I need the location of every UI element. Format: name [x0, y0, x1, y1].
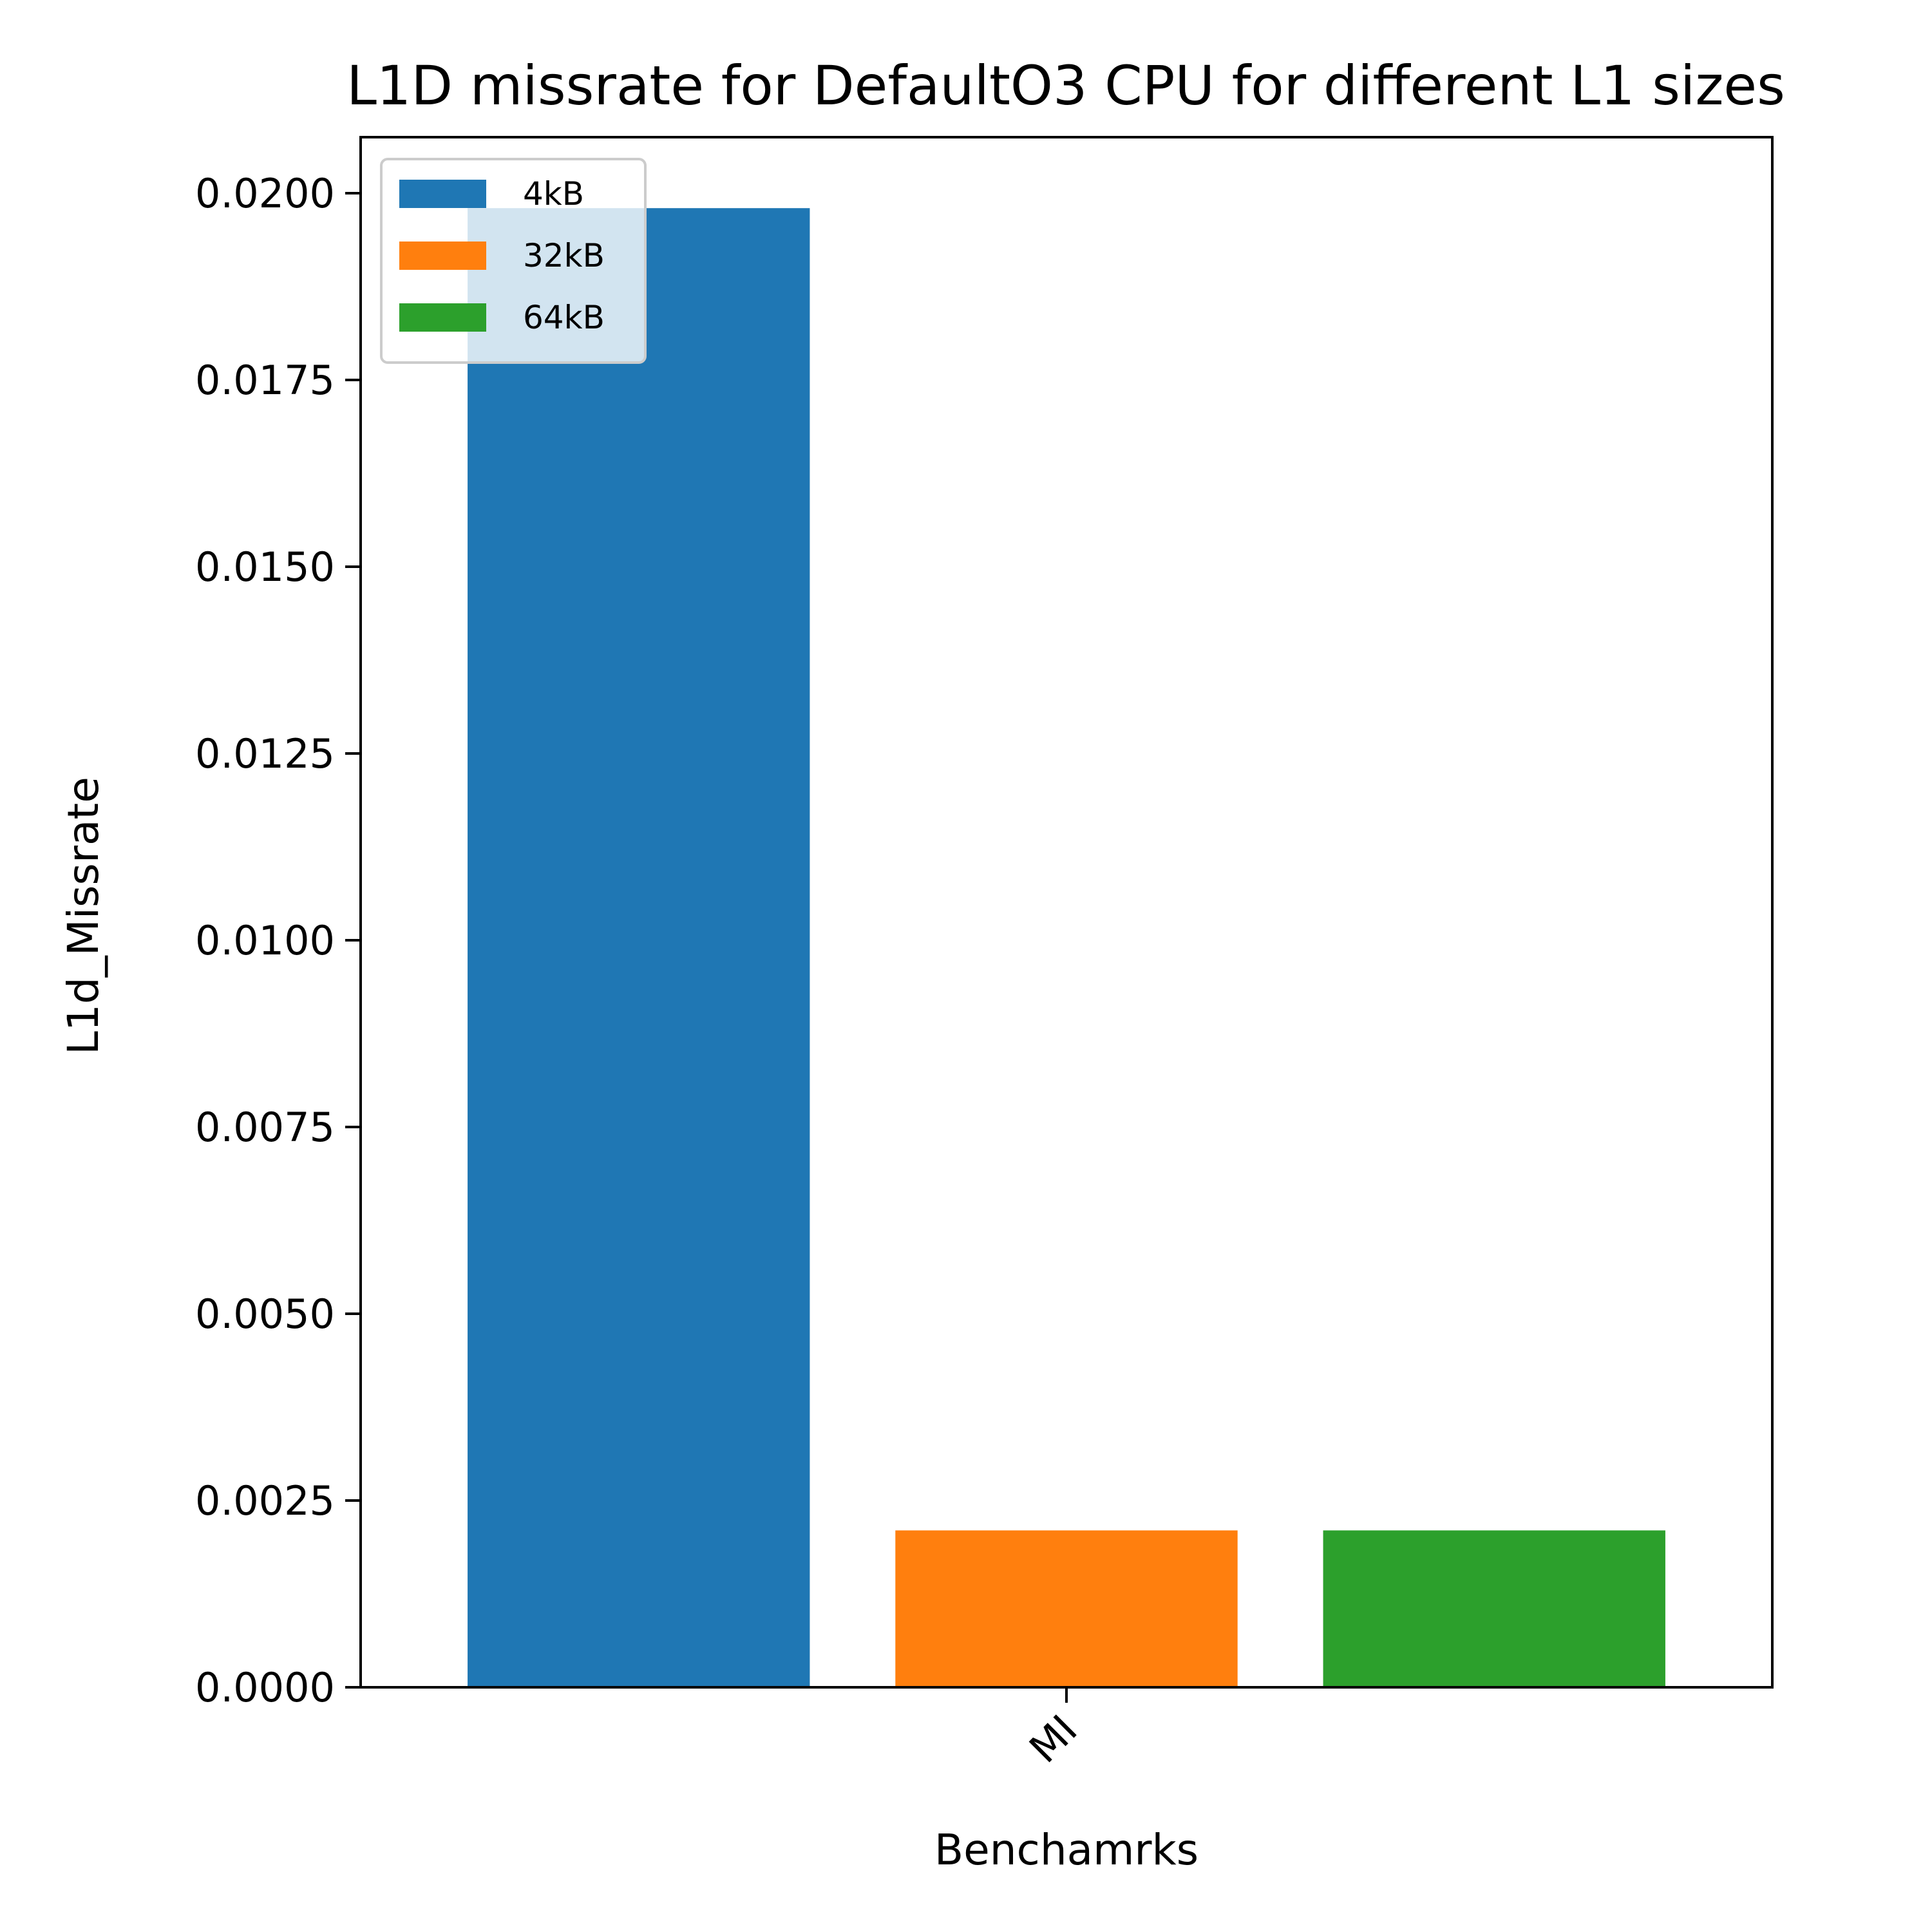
y-axis-title: L1d_Missrate: [59, 777, 108, 1055]
y-tick-label: 0.0000: [195, 1664, 335, 1711]
legend-label-4kB: 4kB: [523, 175, 584, 213]
bar-64kB-MI: [1323, 1530, 1665, 1687]
y-tick-label: 0.0175: [195, 357, 335, 404]
y-tick-label: 0.0050: [195, 1291, 335, 1338]
legend-swatch-64kB: [399, 303, 486, 332]
legend-swatch-32kB: [399, 242, 486, 270]
plot-frame: [359, 136, 1774, 1689]
bar-32kB-MI: [895, 1530, 1238, 1687]
y-tick-label: 0.0150: [195, 544, 335, 591]
bars-group: [468, 208, 1665, 1688]
x-tick-label: MI: [1020, 1706, 1086, 1772]
legend-swatch-4kB: [399, 180, 486, 208]
y-axis: 0.0000 0.0025 0.0050 0.0075 0.0100 0.0125 0.01…: [195, 170, 361, 1711]
y-tick-label: 0.0125: [195, 730, 335, 777]
legend: 4kB 32kB 64kB: [380, 158, 647, 364]
x-axis-title: Benchamrks: [934, 1825, 1198, 1875]
y-tick-label: 0.0100: [195, 917, 335, 964]
y-tick-label: 0.0200: [195, 170, 335, 217]
legend-label-64kB: 64kB: [523, 299, 605, 336]
legend-label-32kB: 32kB: [523, 237, 605, 274]
bar-4kB-MI: [468, 208, 810, 1688]
y-tick-label: 0.0075: [195, 1104, 335, 1151]
x-axis: MI: [1020, 1687, 1086, 1772]
y-tick-label: 0.0025: [195, 1477, 335, 1524]
chart-title: L1D missrate for DefaultO3 CPU for diffe…: [346, 54, 1785, 117]
